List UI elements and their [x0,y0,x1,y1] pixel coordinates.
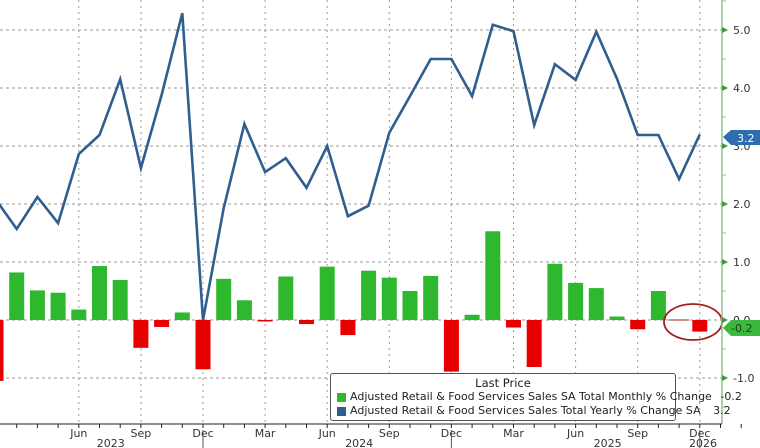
legend-value: -0.2 [720,390,742,403]
svg-text:2026: 2026 [689,437,717,448]
svg-text:Jun: Jun [566,427,584,440]
legend-title: Last Price [475,376,531,390]
svg-text:5.0: 5.0 [733,24,751,37]
svg-text:3.2: 3.2 [737,132,755,145]
svg-text:4.0: 4.0 [733,82,751,95]
monthly-change-bars [0,231,708,381]
yearly-change-line [0,12,701,321]
legend-value: 3.2 [713,404,731,417]
last-value-tag-monthly: -0.2 [723,320,760,336]
legend-label: Adjusted Retail & Food Services Sales SA… [350,390,712,403]
svg-text:-0.2: -0.2 [731,322,752,335]
svg-text:Jun: Jun [318,427,336,440]
svg-text:2023: 2023 [97,437,125,448]
legend-item-monthly: Adjusted Retail & Food Services Sales SA… [337,390,742,404]
svg-text:-1.0: -1.0 [733,372,754,385]
legend: Last Price Adjusted Retail & Food Servic… [330,373,742,421]
svg-text:Mar: Mar [255,427,276,440]
legend-item-yearly: Adjusted Retail & Food Services Sales To… [337,404,731,418]
legend-swatch-monthly [337,392,346,402]
last-value-tag-yearly: 3.2 [723,130,760,145]
svg-text:1.0: 1.0 [733,256,751,269]
svg-text:2024: 2024 [345,437,373,448]
legend-swatch-yearly [337,406,346,416]
svg-text:Sep: Sep [627,427,648,440]
gridlines [0,0,722,424]
svg-text:Sep: Sep [131,427,152,440]
svg-text:2025: 2025 [594,437,622,448]
svg-text:Sep: Sep [379,427,400,440]
svg-text:2.0: 2.0 [733,198,751,211]
y-axis-ticks: -1.00.01.02.03.04.05.0 [722,0,754,408]
legend-label: Adjusted Retail & Food Services Sales To… [350,404,701,417]
svg-text:Jun: Jun [69,427,87,440]
svg-text:Mar: Mar [503,427,524,440]
